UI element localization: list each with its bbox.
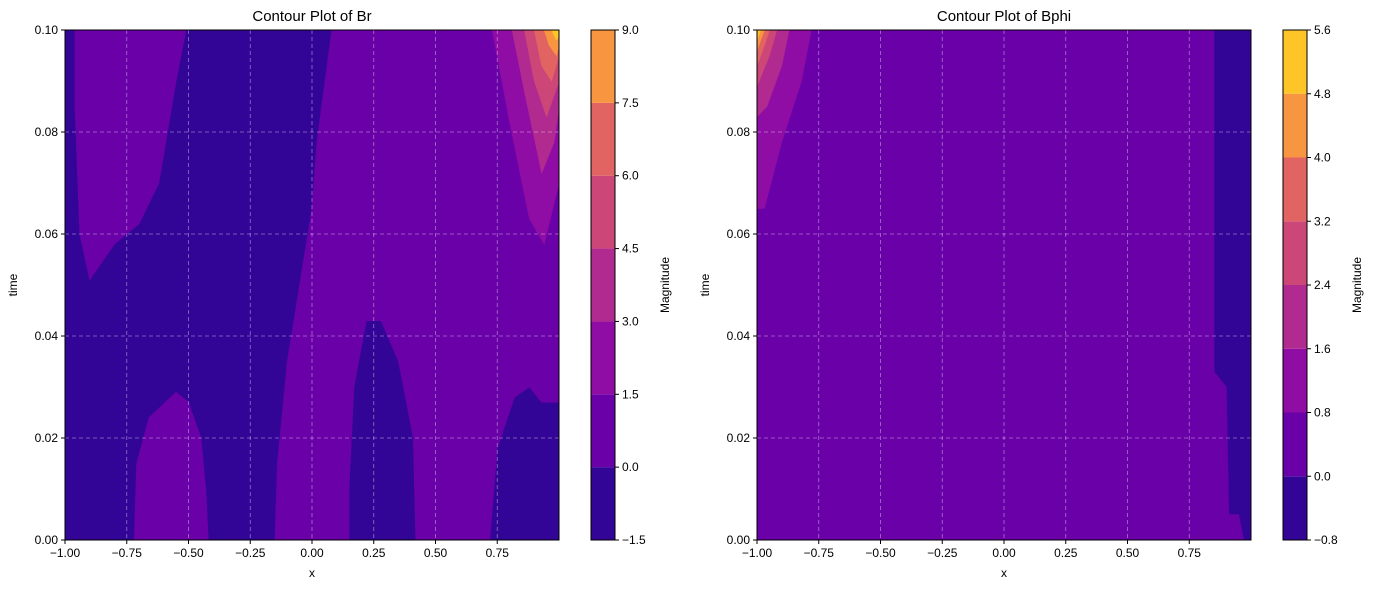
colorbar-tick-label: −1.5 (622, 533, 646, 547)
contour-region-level-1 (65, 30, 187, 540)
colorbar-band (1283, 157, 1307, 222)
x-tick-label: 0.50 (424, 546, 448, 560)
y-tick-label: 0.08 (727, 125, 751, 139)
x-tick-label: −0.25 (927, 546, 958, 560)
colorbar-band (1283, 93, 1307, 158)
colorbar-tick-label: 2.4 (1314, 278, 1331, 292)
x-tick-label: 0.75 (1178, 546, 1202, 560)
y-tick-label: 0.02 (35, 431, 59, 445)
colorbar-label: Magnitude (1350, 257, 1364, 313)
x-tick-label: 0.25 (362, 546, 386, 560)
colorbar-band (1283, 285, 1307, 349)
chart-title: Contour Plot of Br (252, 8, 371, 25)
colorbar-tick-label: 4.8 (1314, 87, 1331, 101)
colorbar-tick-label: 4.0 (1314, 151, 1331, 165)
chart-bphi: −1.00 −0.75 −0.50 −0.25 0.00 0.25 0.50 0.750.00… (698, 8, 1364, 580)
y-tick-label: 0.06 (35, 227, 59, 241)
contour-region-level-1 (757, 30, 1244, 540)
colorbar-tick-label: 1.5 (622, 387, 639, 401)
x-axis-label: x (309, 566, 315, 580)
x-tick-label: −0.50 (865, 546, 896, 560)
chart-title: Contour Plot of Bphi (937, 8, 1071, 25)
y-tick-label: 0.04 (727, 329, 751, 343)
y-tick-label: 0.00 (35, 533, 59, 547)
x-tick-label: −0.50 (173, 546, 204, 560)
colorbar-tick-label: 5.6 (1314, 23, 1331, 37)
x-tick-label: −1.00 (742, 546, 773, 560)
y-tick-label: 0.04 (35, 329, 59, 343)
contour-regions (757, 30, 1244, 540)
y-axis-label: time (6, 273, 20, 296)
y-tick-label: 0.08 (35, 125, 59, 139)
x-tick-label: −0.25 (235, 546, 266, 560)
x-tick-label: 0.25 (1054, 546, 1078, 560)
colorbar-label: Magnitude (658, 257, 672, 313)
contour-regions (65, 30, 559, 540)
colorbar-band (1283, 30, 1307, 94)
y-tick-label: 0.00 (727, 533, 751, 547)
colorbar-tick-label: 0.8 (1314, 406, 1331, 420)
contour-region-level-7 (757, 30, 762, 41)
colorbar-band (591, 30, 615, 103)
colorbar-band (591, 175, 615, 249)
colorbar-tick-label: 3.0 (622, 314, 639, 328)
x-tick-label: −1.00 (50, 546, 81, 560)
x-tick-label: 0.00 (992, 546, 1016, 560)
colorbar-tick-label: 6.0 (622, 169, 639, 183)
colorbar-band (1283, 412, 1307, 477)
y-tick-label: 0.10 (35, 23, 59, 37)
x-tick-label: −0.75 (112, 546, 143, 560)
contour-region-level-1 (133, 391, 209, 540)
y-tick-label: 0.10 (727, 23, 751, 37)
colorbar-band (1283, 348, 1307, 413)
colorbar-tick-label: 3.2 (1314, 214, 1331, 228)
colorbar-tick-label: −0.8 (1314, 533, 1338, 547)
colorbar: −0.8 0.0 0.8 1.6 2.4 3.2 4.0 4.8 5.6 Magnitude (1282, 23, 1364, 547)
colorbar-tick-label: 0.0 (622, 460, 639, 474)
colorbar-band (1283, 476, 1307, 540)
colorbar-frame (590, 29, 616, 541)
colorbar-tick-label: 1.6 (1314, 342, 1331, 356)
colorbar-band (591, 394, 615, 468)
colorbar-band (591, 248, 615, 322)
colorbar-tick-label: 4.5 (622, 242, 639, 256)
x-tick-label: 0.75 (486, 546, 510, 560)
colorbar-band (591, 321, 615, 395)
y-axis-label: time (698, 273, 712, 296)
contour-region-level-7 (551, 30, 559, 41)
x-tick-label: −0.75 (804, 546, 835, 560)
colorbar-tick-label: 0.0 (1314, 469, 1331, 483)
colorbar: −1.5 0.0 1.5 3.0 4.5 6.0 7.5 9.0 Magnitude (590, 23, 672, 547)
y-tick-label: 0.06 (727, 227, 751, 241)
x-axis-label: x (1001, 566, 1007, 580)
colorbar-band (591, 467, 615, 540)
x-tick-label: 0.50 (1116, 546, 1140, 560)
x-tick-label: 0.00 (300, 546, 324, 560)
colorbar-band (591, 102, 615, 176)
y-tick-label: 0.02 (727, 431, 751, 445)
colorbar-tick-label: 9.0 (622, 23, 639, 37)
chart-br: −1.00 −0.75 −0.50 −0.25 0.00 0.25 0.50 0.750.00… (6, 8, 672, 580)
colorbar-band (1283, 221, 1307, 285)
colorbar-tick-label: 7.5 (622, 96, 639, 110)
contour-region-level-1 (274, 30, 559, 540)
